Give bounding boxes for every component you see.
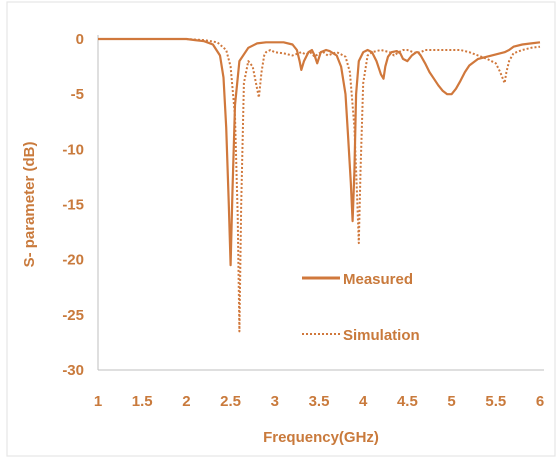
- x-tick-label: 2.5: [220, 393, 241, 410]
- legend-label-simulation: Simulation: [343, 327, 420, 344]
- y-tick-label: -15: [62, 197, 84, 214]
- x-tick-label: 5: [447, 393, 455, 410]
- y-axis-title: S- parameter (dB): [21, 142, 38, 268]
- x-tick-label: 3: [271, 393, 279, 410]
- x-tick-label: 1.5: [132, 393, 153, 410]
- series-line-simulation: [98, 38, 541, 333]
- y-tick-label: 0: [76, 31, 84, 48]
- legend: Measured Simulation: [302, 271, 420, 344]
- x-tick-label: 4: [359, 393, 368, 410]
- x-tick-label: 6: [536, 393, 544, 410]
- x-tick-label: 4.5: [397, 393, 418, 410]
- y-tick-label: -5: [71, 86, 84, 103]
- y-tick-label: -20: [62, 252, 84, 269]
- y-tick-label: -30: [62, 362, 84, 379]
- series-line-measured: [98, 37, 541, 267]
- series-layer: [98, 37, 541, 333]
- x-tick-label: 1: [94, 393, 102, 410]
- y-tick-label: -10: [62, 141, 84, 158]
- axes-layer: 0 -5 -10 -15 -20 -25 -30 1 1.5 2 2.5 3 3.5 4 4.5 5 5.5 6 F…: [21, 31, 544, 446]
- x-tick-label: 3.5: [309, 393, 330, 410]
- chart-border: [6, 1, 556, 457]
- x-tick-label: 2: [182, 393, 190, 410]
- x-tick-label: 5.5: [485, 393, 506, 410]
- chart-border-layer: [6, 1, 556, 457]
- y-tick-label: -25: [62, 307, 84, 324]
- legend-label-measured: Measured: [343, 271, 413, 288]
- x-axis-title: Frequency(GHz): [263, 429, 379, 446]
